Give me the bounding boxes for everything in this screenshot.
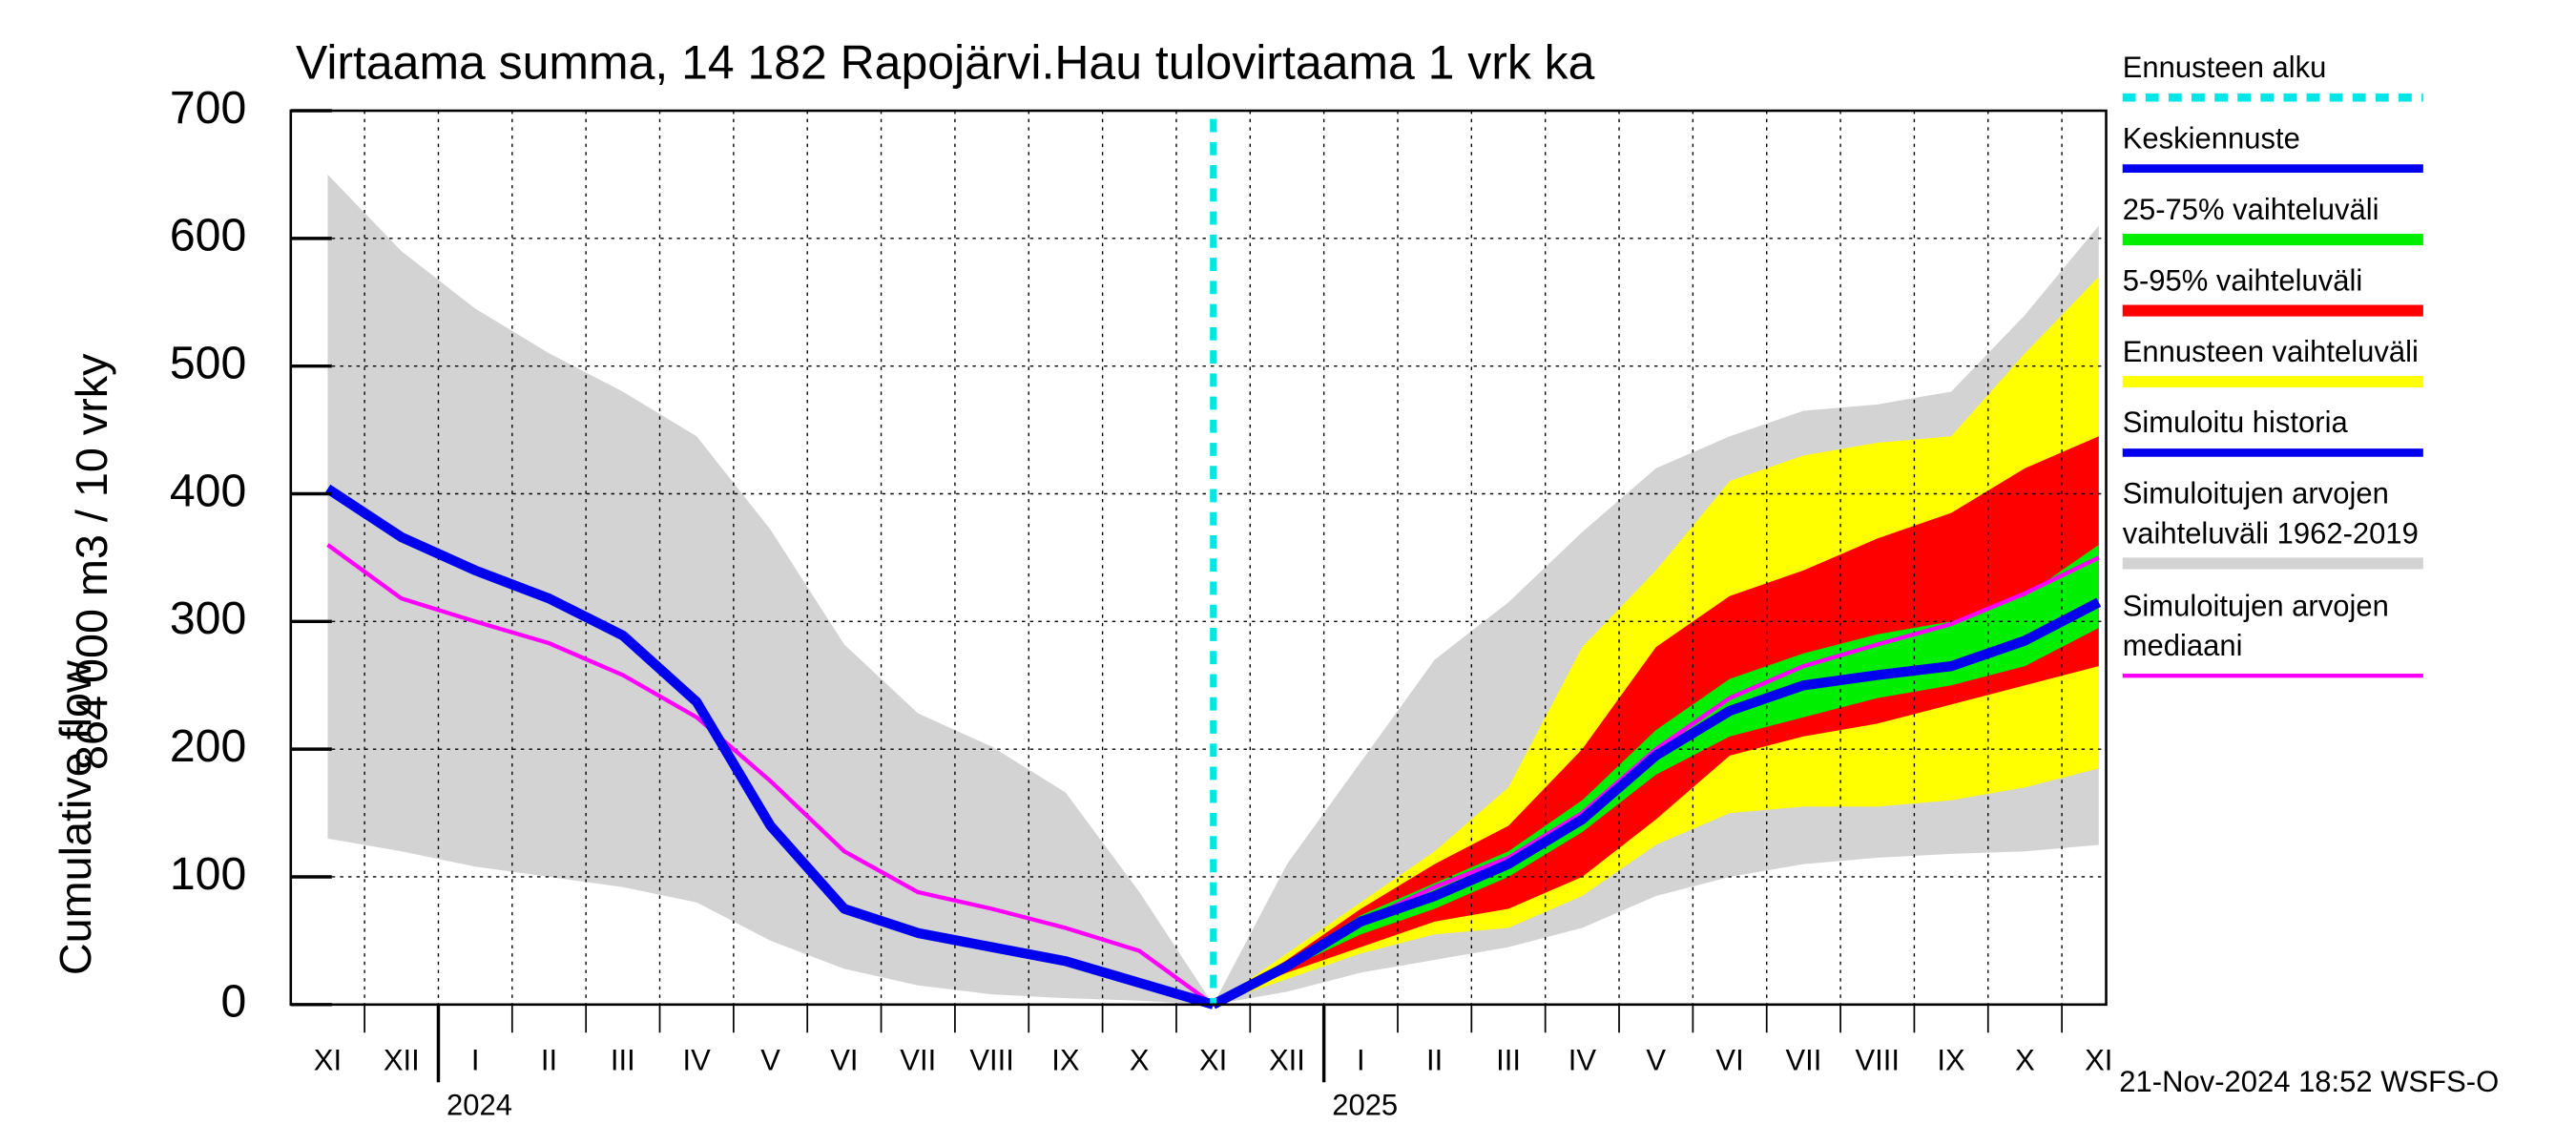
x-tick-label: XI [1199, 1044, 1227, 1077]
legend-label: 25-75% vaihteluväli [2123, 193, 2379, 226]
y-tick-label: 400 [170, 465, 246, 516]
x-tick-label: X [2015, 1044, 2035, 1077]
x-tick-label: V [1646, 1044, 1666, 1077]
x-tick-label: I [471, 1044, 480, 1077]
y-tick-label: 100 [170, 848, 246, 900]
x-tick-label: XII [1269, 1044, 1305, 1077]
legend-label: Ennusteen alku [2123, 51, 2327, 84]
grid [290, 110, 2107, 1006]
x-tick-label: XI [2085, 1044, 2112, 1077]
band-area [1213, 276, 2099, 1005]
x-tick-label: I [1357, 1044, 1365, 1077]
legend-label: Ennusteen vaihteluväli [2123, 335, 2419, 368]
x-tick-label: VI [830, 1044, 858, 1077]
y-tick-label: 200 [170, 720, 246, 772]
x-tick-label: II [1426, 1044, 1443, 1077]
x-tick-label: II [541, 1044, 557, 1077]
y-tick-label: 700 [170, 82, 246, 134]
x-tick-label: IX [1937, 1044, 1965, 1077]
x-tick-label: VII [900, 1044, 936, 1077]
legend-label: mediaani [2123, 629, 2243, 662]
band-area [1213, 436, 2099, 1005]
x-tick-label: IV [683, 1044, 712, 1077]
legend-label: 5-95% vaihteluväli [2123, 263, 2363, 297]
y-axis-label: Cumulative flow [51, 660, 100, 975]
x-tick-label: XI [314, 1044, 342, 1077]
legend-label: vaihteluväli 1962-2019 [2123, 516, 2419, 550]
x-tick-label: V [760, 1044, 780, 1077]
y-tick-label: 500 [170, 337, 246, 388]
x-tick-label: VIII [1855, 1044, 1900, 1077]
lines [324, 118, 2102, 1010]
x-tick-label: XII [384, 1044, 420, 1077]
legend-label: Simuloitujen arvojen [2123, 477, 2389, 510]
year-label: 2025 [1332, 1088, 1398, 1121]
legend-label: Keskiennuste [2123, 121, 2300, 155]
x-tick-label: IV [1568, 1044, 1597, 1077]
y-tick-label: 600 [170, 210, 246, 261]
y-tick-label: 300 [170, 593, 246, 644]
x-tick-label: III [1496, 1044, 1521, 1077]
bands [327, 174, 2099, 1005]
y-tick-label: 0 [220, 975, 246, 1027]
y-axis-label: 864 000 m3 / 10 vrky [67, 353, 116, 770]
x-tick-label: X [1130, 1044, 1150, 1077]
plot-frame [289, 109, 2108, 1007]
x-tick-label: VII [1785, 1044, 1821, 1077]
series-line [324, 484, 1215, 1010]
year-label: 2024 [447, 1088, 512, 1121]
footer: 21-Nov-2024 18:52 WSFS-O [2119, 1065, 2499, 1098]
x-tick-label: IX [1051, 1044, 1080, 1077]
x-tick-label: VIII [969, 1044, 1014, 1077]
legend: Ennusteen alku Keskiennuste 25-75% vaihtel… [2123, 51, 2423, 678]
legend-label: Simuloitujen arvojen [2123, 589, 2389, 622]
legend-label: Simuloitu historia [2123, 406, 2349, 439]
series-line [1211, 597, 2102, 1010]
x-tick-label: VI [1715, 1044, 1743, 1077]
x-tick-label: III [611, 1044, 635, 1077]
chart-title: Virtaama summa, 14 182 Rapojärvi.Hau tul… [296, 35, 1595, 89]
